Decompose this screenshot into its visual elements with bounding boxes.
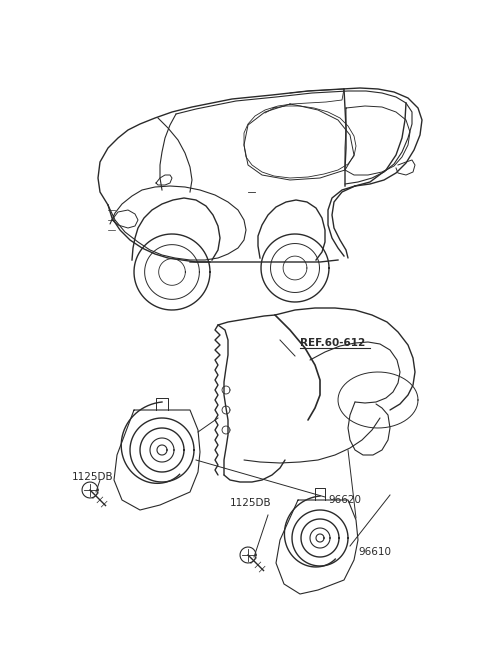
Text: 96610: 96610 [358, 547, 391, 557]
Text: REF.60-612: REF.60-612 [300, 338, 365, 348]
Text: 96620: 96620 [328, 495, 361, 505]
Text: 1125DB: 1125DB [72, 472, 114, 482]
Text: 1125DB: 1125DB [230, 498, 272, 508]
